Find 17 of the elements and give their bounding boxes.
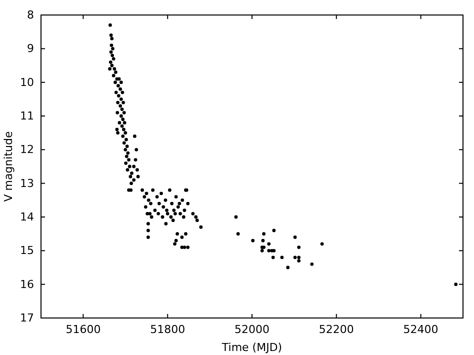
x-tick-label: 51600 xyxy=(66,322,101,336)
y-tick-label: 17 xyxy=(20,312,34,325)
y-tick-label: 14 xyxy=(20,210,34,224)
y-tick-label: 9 xyxy=(27,42,34,56)
y-tick-label: 11 xyxy=(20,110,34,123)
y-tick-label: 12 xyxy=(20,143,34,156)
x-tick-label: 51800 xyxy=(150,322,186,336)
y-tick-label: 15 xyxy=(20,244,34,258)
y-tick-label: 13 xyxy=(20,176,34,190)
x-tick-label: 52200 xyxy=(318,322,354,336)
y-tick-label: 8 xyxy=(27,8,34,22)
y-tick-label: 16 xyxy=(20,278,34,291)
y-axis-title: V magnitude xyxy=(2,131,15,202)
x-tick-label: 52400 xyxy=(403,322,438,336)
y-tick-label: 10 xyxy=(20,76,34,89)
x-axis-title: Time (MJD) xyxy=(220,341,282,354)
x-tick-label: 52000 xyxy=(234,322,270,336)
